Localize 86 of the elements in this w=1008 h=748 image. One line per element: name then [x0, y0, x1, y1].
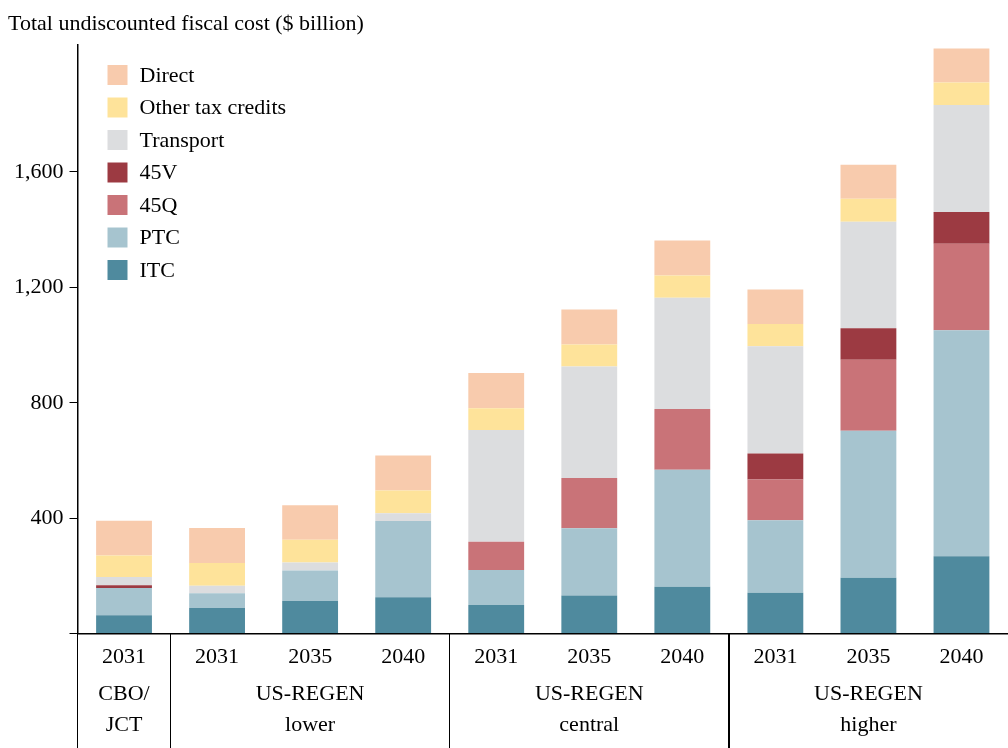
- bar: [561, 478, 618, 529]
- bar: [282, 601, 339, 634]
- bar: [840, 328, 897, 360]
- bar: [747, 520, 804, 593]
- bar: [375, 455, 432, 491]
- bar: [375, 490, 432, 514]
- bar: [282, 562, 339, 571]
- legend-label: ITC: [139, 256, 175, 282]
- bar: [840, 198, 897, 222]
- bar: [654, 586, 711, 634]
- bar: [747, 592, 804, 634]
- bar: [375, 597, 432, 634]
- bar: [654, 469, 711, 587]
- bar: [561, 366, 618, 479]
- legend-label: Direct: [139, 61, 195, 87]
- bar: [561, 595, 618, 634]
- bar: [96, 615, 152, 634]
- bar: [561, 344, 618, 367]
- bar: [375, 521, 432, 598]
- y-tick-label: 800: [30, 388, 64, 414]
- bar: [561, 528, 618, 596]
- x-tick-label: 2040: [660, 642, 705, 668]
- bar: [747, 346, 804, 454]
- bar: [96, 588, 152, 616]
- legend-label: 45V: [139, 159, 178, 185]
- bar: [468, 373, 525, 409]
- bar: [747, 324, 804, 347]
- bar: [840, 430, 897, 578]
- x-tick-label: 2031: [195, 642, 240, 668]
- x-tick-label: 2031: [102, 642, 147, 668]
- x-tick-label: 2040: [381, 642, 426, 668]
- bar: [840, 577, 897, 634]
- legend-label: PTC: [139, 224, 180, 250]
- bar: [189, 585, 245, 594]
- bar: [840, 359, 897, 431]
- bar: [933, 556, 990, 634]
- bar: [933, 105, 990, 213]
- x-tick-label: 2035: [288, 642, 333, 668]
- legend-label: 45Q: [139, 191, 178, 217]
- bar: [96, 520, 152, 556]
- bar: [561, 309, 618, 345]
- bar: [747, 289, 804, 325]
- bar: [468, 541, 525, 571]
- y-axis-title: Total undiscounted fiscal cost ($ billion): [8, 10, 364, 36]
- bar: [375, 513, 432, 522]
- bar: [468, 570, 525, 606]
- bar: [468, 408, 525, 430]
- text: US-REGEN central: [534, 680, 644, 737]
- bar: [282, 539, 339, 563]
- bar: [282, 570, 339, 601]
- text: US-REGEN lower: [255, 680, 365, 737]
- legend-label: Other tax credits: [139, 94, 287, 120]
- x-tick-label: 2031: [474, 642, 519, 668]
- y-tick-label: 400: [30, 503, 64, 529]
- text: CBO/ JCT: [98, 680, 151, 737]
- bar: [189, 607, 245, 634]
- bar: [840, 221, 897, 329]
- bar: [933, 82, 990, 106]
- bar: [933, 212, 990, 244]
- bar: [654, 240, 711, 276]
- y-tick-label: 1,600: [14, 157, 64, 183]
- bar: [654, 409, 711, 470]
- bar: [747, 479, 804, 521]
- x-tick-label: 2035: [567, 642, 612, 668]
- bar: [654, 297, 711, 410]
- x-tick-label: 2040: [939, 642, 984, 668]
- x-tick-label: 2035: [846, 642, 891, 668]
- bar: [840, 164, 897, 199]
- bar: [933, 243, 990, 331]
- bar: [189, 593, 245, 608]
- bar: [96, 577, 152, 586]
- x-tick-label: 2031: [753, 642, 798, 668]
- text: US-REGEN higher: [814, 680, 923, 737]
- bar: [468, 429, 525, 542]
- bar: [654, 275, 711, 298]
- bar: [747, 453, 804, 480]
- bar: [189, 562, 245, 586]
- bar: [282, 505, 339, 540]
- bar: [96, 555, 152, 578]
- bar: [96, 585, 152, 589]
- bar: [933, 330, 990, 557]
- bar: [933, 48, 990, 83]
- y-tick-label: 1,200: [14, 273, 64, 299]
- bar: [468, 605, 525, 634]
- legend-label: Transport: [139, 126, 225, 152]
- bar: [189, 528, 245, 563]
